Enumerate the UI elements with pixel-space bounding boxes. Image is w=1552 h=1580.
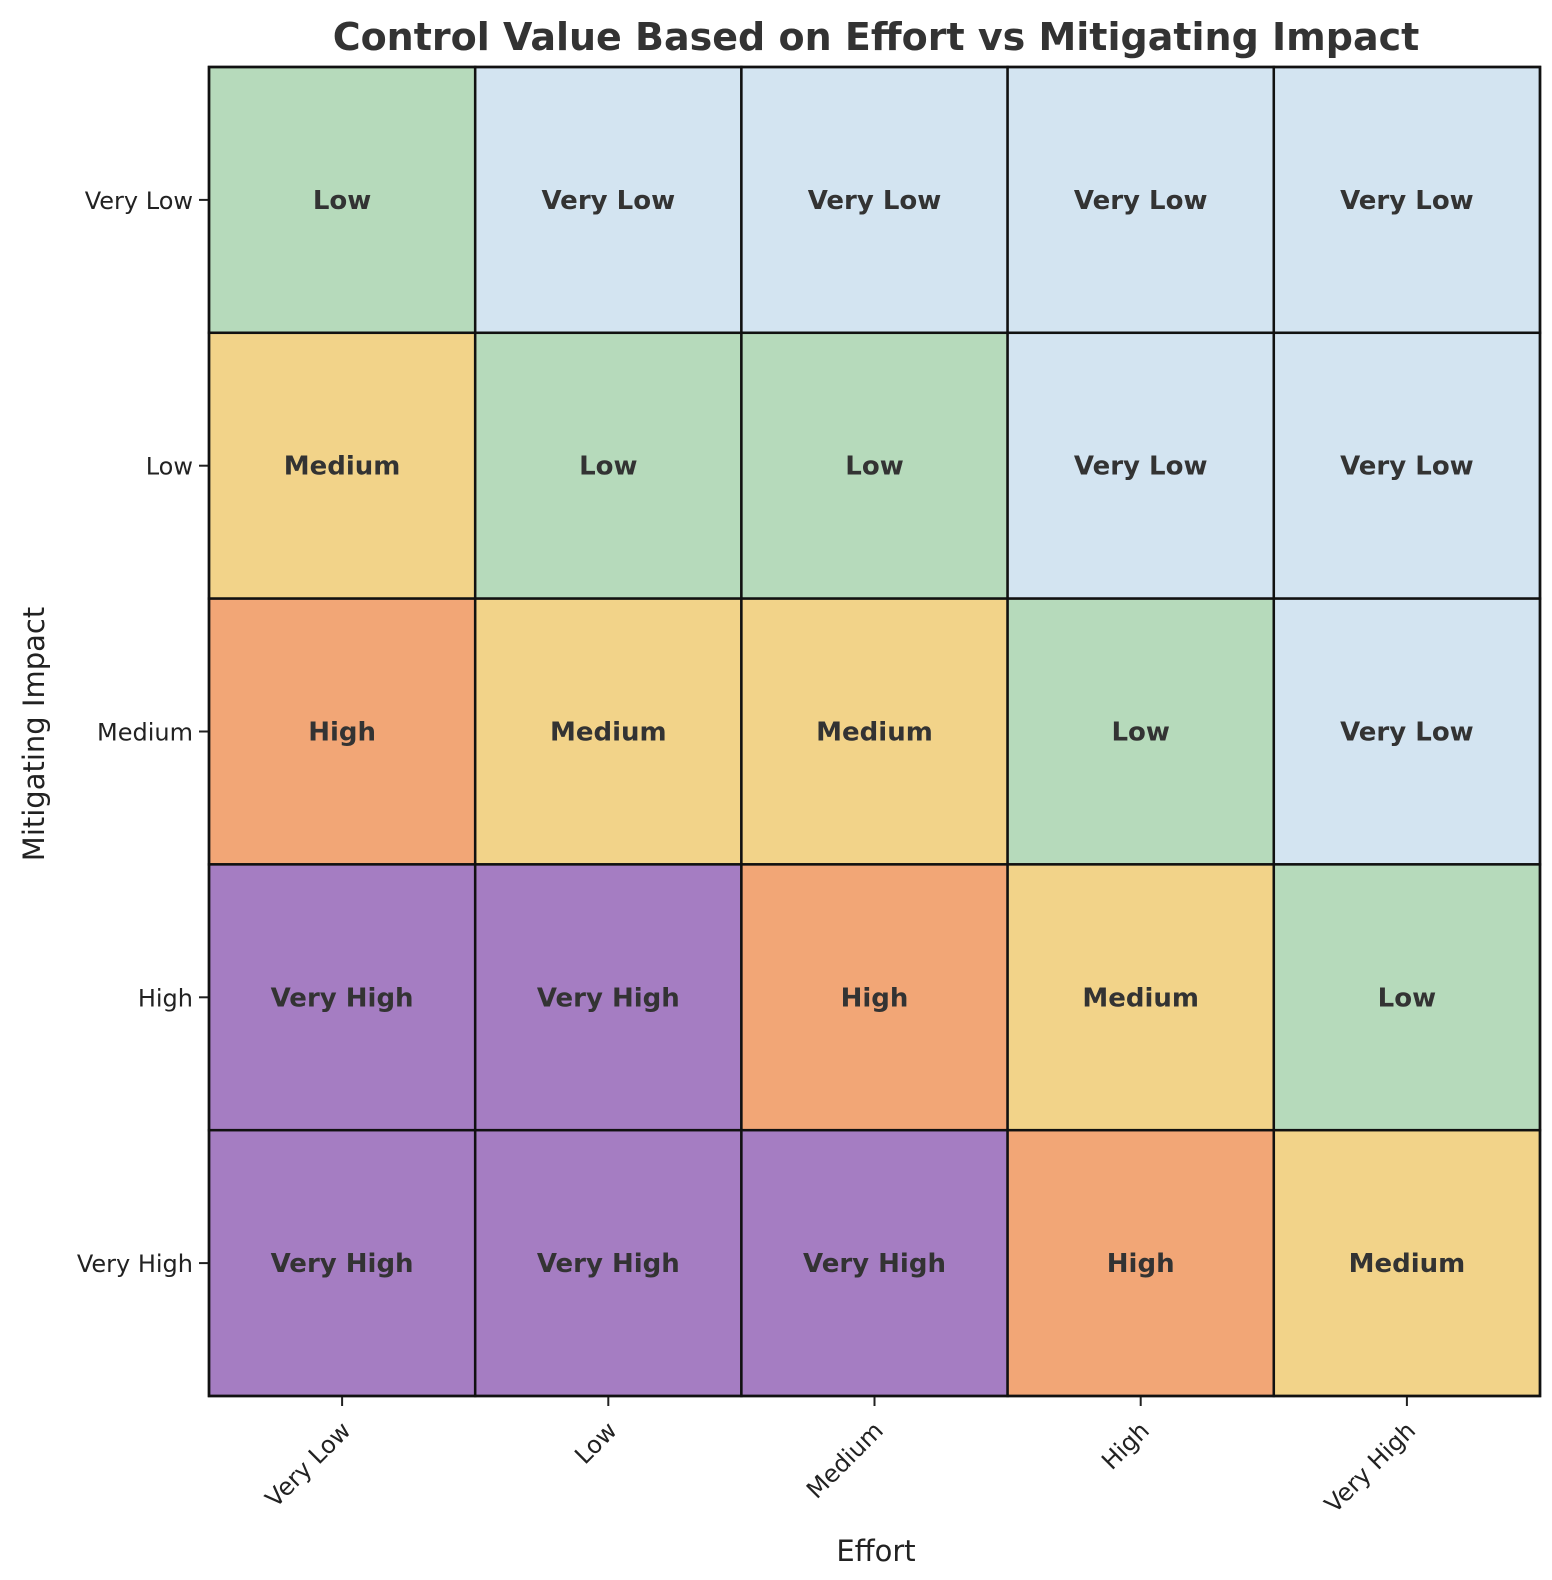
cell-label-r4-c2: Very High [803, 1249, 946, 1279]
y-tick-label: Low [146, 453, 193, 481]
cell-label-r1-c0: Medium [284, 452, 401, 482]
heatmap-cell-r2-c1 [473, 597, 743, 866]
cell-label-r2-c4: Very Low [1340, 718, 1474, 748]
cell-label-r1-c4: Very Low [1340, 452, 1474, 482]
plot-frame [207, 65, 1542, 1398]
cell-label-r4-c3: High [1107, 1249, 1175, 1279]
heatmap-cell-r0-c3 [1006, 65, 1276, 335]
cells-layer: Low Very Low Very Low Very Low Very Low Mediu… [207, 65, 1542, 1398]
cell-label-r1-c3: Very Low [1074, 452, 1208, 482]
cell-label-r4-c1: Very High [537, 1249, 680, 1279]
chart-title: Control Value Based on Effort vs Mitigat… [333, 15, 1420, 59]
heatmap-cell-r3-c1 [473, 863, 743, 1132]
x-axis-label: Effort [836, 1534, 915, 1568]
y-tick-label: Very High [77, 1250, 193, 1278]
y-tick-label: Medium [97, 719, 193, 747]
heatmap-cell-r4-c0 [207, 1128, 477, 1398]
heatmap-cell-r3-c3 [1006, 863, 1276, 1132]
cell-label-r2-c1: Medium [550, 718, 667, 748]
cell-label-r3-c0: Very High [271, 983, 414, 1013]
y-tick-label: Very Low [85, 187, 193, 215]
heatmap-cell-r4-c4 [1272, 1128, 1542, 1398]
cell-label-r3-c1: Very High [537, 983, 680, 1013]
cell-label-r3-c4: Low [1378, 983, 1436, 1013]
heatmap-cell-r3-c2 [740, 863, 1009, 1132]
y-tick-label: High [138, 984, 193, 1012]
x-tick-label: High [1096, 1416, 1155, 1475]
cell-label-r0-c1: Very Low [541, 186, 675, 216]
heatmap-cell-r3-c4 [1272, 863, 1542, 1132]
heatmap-cell-r0-c4 [1272, 65, 1542, 335]
heatmap-cell-r2-c3 [1006, 597, 1276, 866]
cell-label-r0-c2: Very Low [808, 186, 942, 216]
heatmap-cell-r0-c0 [207, 65, 477, 335]
cell-label-r3-c2: High [841, 983, 909, 1013]
x-tick-label: Low [569, 1416, 622, 1469]
y-axis-label: Mitigating Impact [17, 607, 51, 861]
cell-label-r1-c2: Low [845, 452, 903, 482]
heatmap-cell-r0-c1 [473, 65, 743, 335]
x-tick-label: Medium [801, 1416, 889, 1504]
heatmap-cell-r1-c4 [1272, 331, 1542, 600]
cell-label-r3-c3: Medium [1082, 983, 1199, 1013]
heatmap-cell-r2-c2 [740, 597, 1009, 866]
cell-label-r2-c2: Medium [816, 718, 933, 748]
cell-label-r2-c3: Low [1111, 718, 1169, 748]
cell-label-r0-c3: Very Low [1074, 186, 1208, 216]
cell-label-r2-c0: High [308, 718, 376, 748]
heatmap-cell-r1-c2 [740, 331, 1009, 600]
cell-label-r4-c4: Medium [1349, 1249, 1466, 1279]
x-tick-label: Very High [1319, 1416, 1421, 1518]
cell-label-r4-c0: Very High [271, 1249, 414, 1279]
heatmap-cell-r1-c0 [207, 331, 477, 600]
heatmap-cell-r4-c1 [473, 1128, 743, 1398]
cell-label-r0-c4: Very Low [1340, 186, 1474, 216]
cell-label-r1-c1: Low [579, 452, 637, 482]
cell-label-r0-c0: Low [313, 186, 371, 216]
heatmap-cell-r2-c4 [1272, 597, 1542, 866]
heatmap-cell-r4-c2 [740, 1128, 1009, 1398]
x-tick-label: Very Low [260, 1416, 356, 1512]
